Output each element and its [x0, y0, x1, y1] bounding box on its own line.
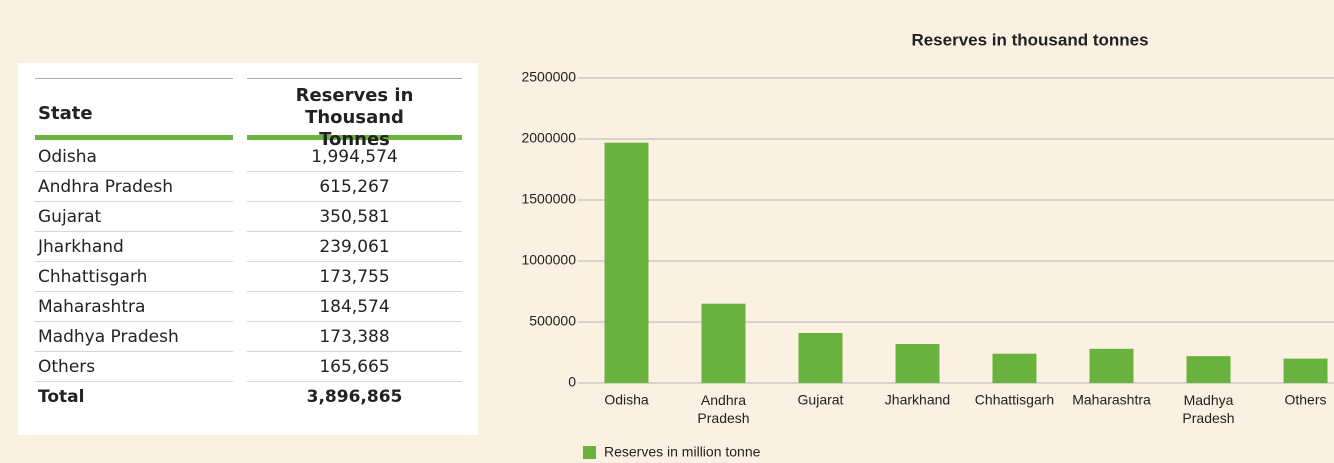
table-cell: 184,574 — [247, 292, 462, 322]
table-cell: 1,994,574 — [247, 142, 462, 172]
y-tick-label: 0 — [568, 374, 576, 390]
table-header: Reserves in Thousand Tonnes — [247, 78, 462, 150]
table-cell: 239,061 — [247, 232, 462, 262]
table-cell: Gujarat — [35, 202, 233, 232]
bar — [604, 142, 649, 383]
bar — [1186, 356, 1231, 383]
table-cell: Chhattisgarh — [35, 262, 233, 292]
chart-title: Reserves in thousand tonnes — [911, 30, 1148, 49]
legend-swatch — [583, 446, 596, 459]
x-tick-label: Jharkhand — [885, 392, 950, 408]
table-total: Total — [38, 387, 85, 407]
table-cell: 350,581 — [247, 202, 462, 232]
table-cell: 173,755 — [247, 262, 462, 292]
table-cell: 173,388 — [247, 322, 462, 352]
y-tick-label: 2500000 — [521, 69, 576, 85]
legend-label: Reserves in million tonne — [604, 444, 761, 460]
x-tick-label: Gujarat — [798, 392, 844, 408]
table-cell: Others — [35, 352, 233, 382]
table-cell: Jharkhand — [35, 232, 233, 262]
x-tick-label: Others — [1284, 392, 1326, 408]
table-cell: 165,665 — [247, 352, 462, 382]
bar — [895, 343, 940, 383]
table-cell: Odisha — [35, 142, 233, 172]
x-tick-label: Madhya Pradesh — [1182, 392, 1234, 426]
y-tick-label: 500000 — [529, 313, 576, 329]
x-tick-label: Odisha — [604, 392, 649, 408]
x-tick-label: Andhra Pradesh — [697, 392, 749, 426]
bar — [1089, 348, 1134, 383]
table-cell: 615,267 — [247, 172, 462, 202]
reserves-table: State Reserves in Thousand Tonnes Odisha… — [18, 63, 478, 435]
x-tick-label: Maharashtra — [1072, 392, 1151, 408]
y-tick-label: 1000000 — [521, 252, 576, 268]
bar — [992, 353, 1037, 383]
table-header: State — [35, 78, 233, 140]
bar — [1283, 358, 1328, 383]
table-cell: Maharashtra — [35, 292, 233, 322]
y-tick-label: 2000000 — [521, 130, 576, 146]
table-cell: Madhya Pradesh — [35, 322, 233, 352]
table-total: 3,896,865 — [306, 387, 403, 407]
y-tick-label: 1500000 — [521, 191, 576, 207]
bar — [701, 303, 746, 383]
bar — [798, 332, 843, 383]
x-tick-label: Chhattisgarh — [975, 392, 1054, 408]
table-cell: Andhra Pradesh — [35, 172, 233, 202]
